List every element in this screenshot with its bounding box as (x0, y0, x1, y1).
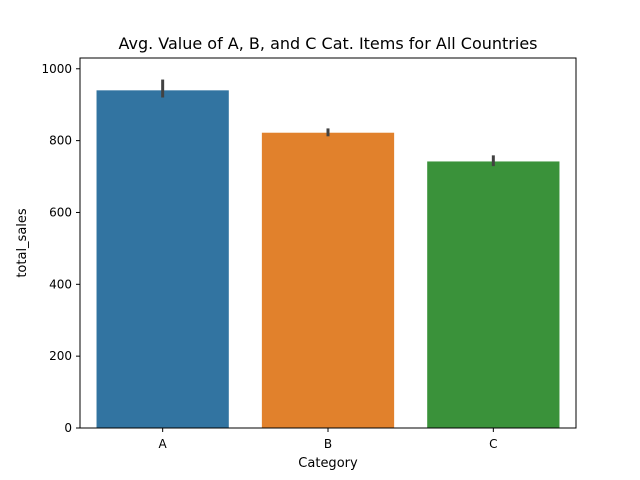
y-axis-label: total_sales (15, 208, 30, 278)
y-tick-label: 800 (49, 134, 72, 148)
bar-C (427, 161, 560, 429)
y-tick-label: 400 (49, 277, 72, 291)
bar-A (96, 90, 229, 429)
bars-group (96, 90, 560, 429)
x-axis-label: Category (298, 456, 358, 471)
y-tick-label: 1000 (41, 62, 72, 76)
y-tick-label: 200 (49, 349, 72, 363)
error-bars-group (161, 79, 495, 167)
chart-title: Avg. Value of A, B, and C Cat. Items for… (118, 34, 537, 53)
y-tick-label: 600 (49, 205, 72, 219)
bar-B (261, 132, 395, 428)
x-tick-label: B (324, 437, 332, 451)
y-axis: 0 200 400 600 800 1000 (41, 62, 80, 435)
x-tick-label: C (489, 437, 497, 451)
y-tick-label: 0 (64, 421, 72, 435)
x-tick-label: A (159, 437, 168, 451)
x-axis: A B C (159, 428, 498, 451)
